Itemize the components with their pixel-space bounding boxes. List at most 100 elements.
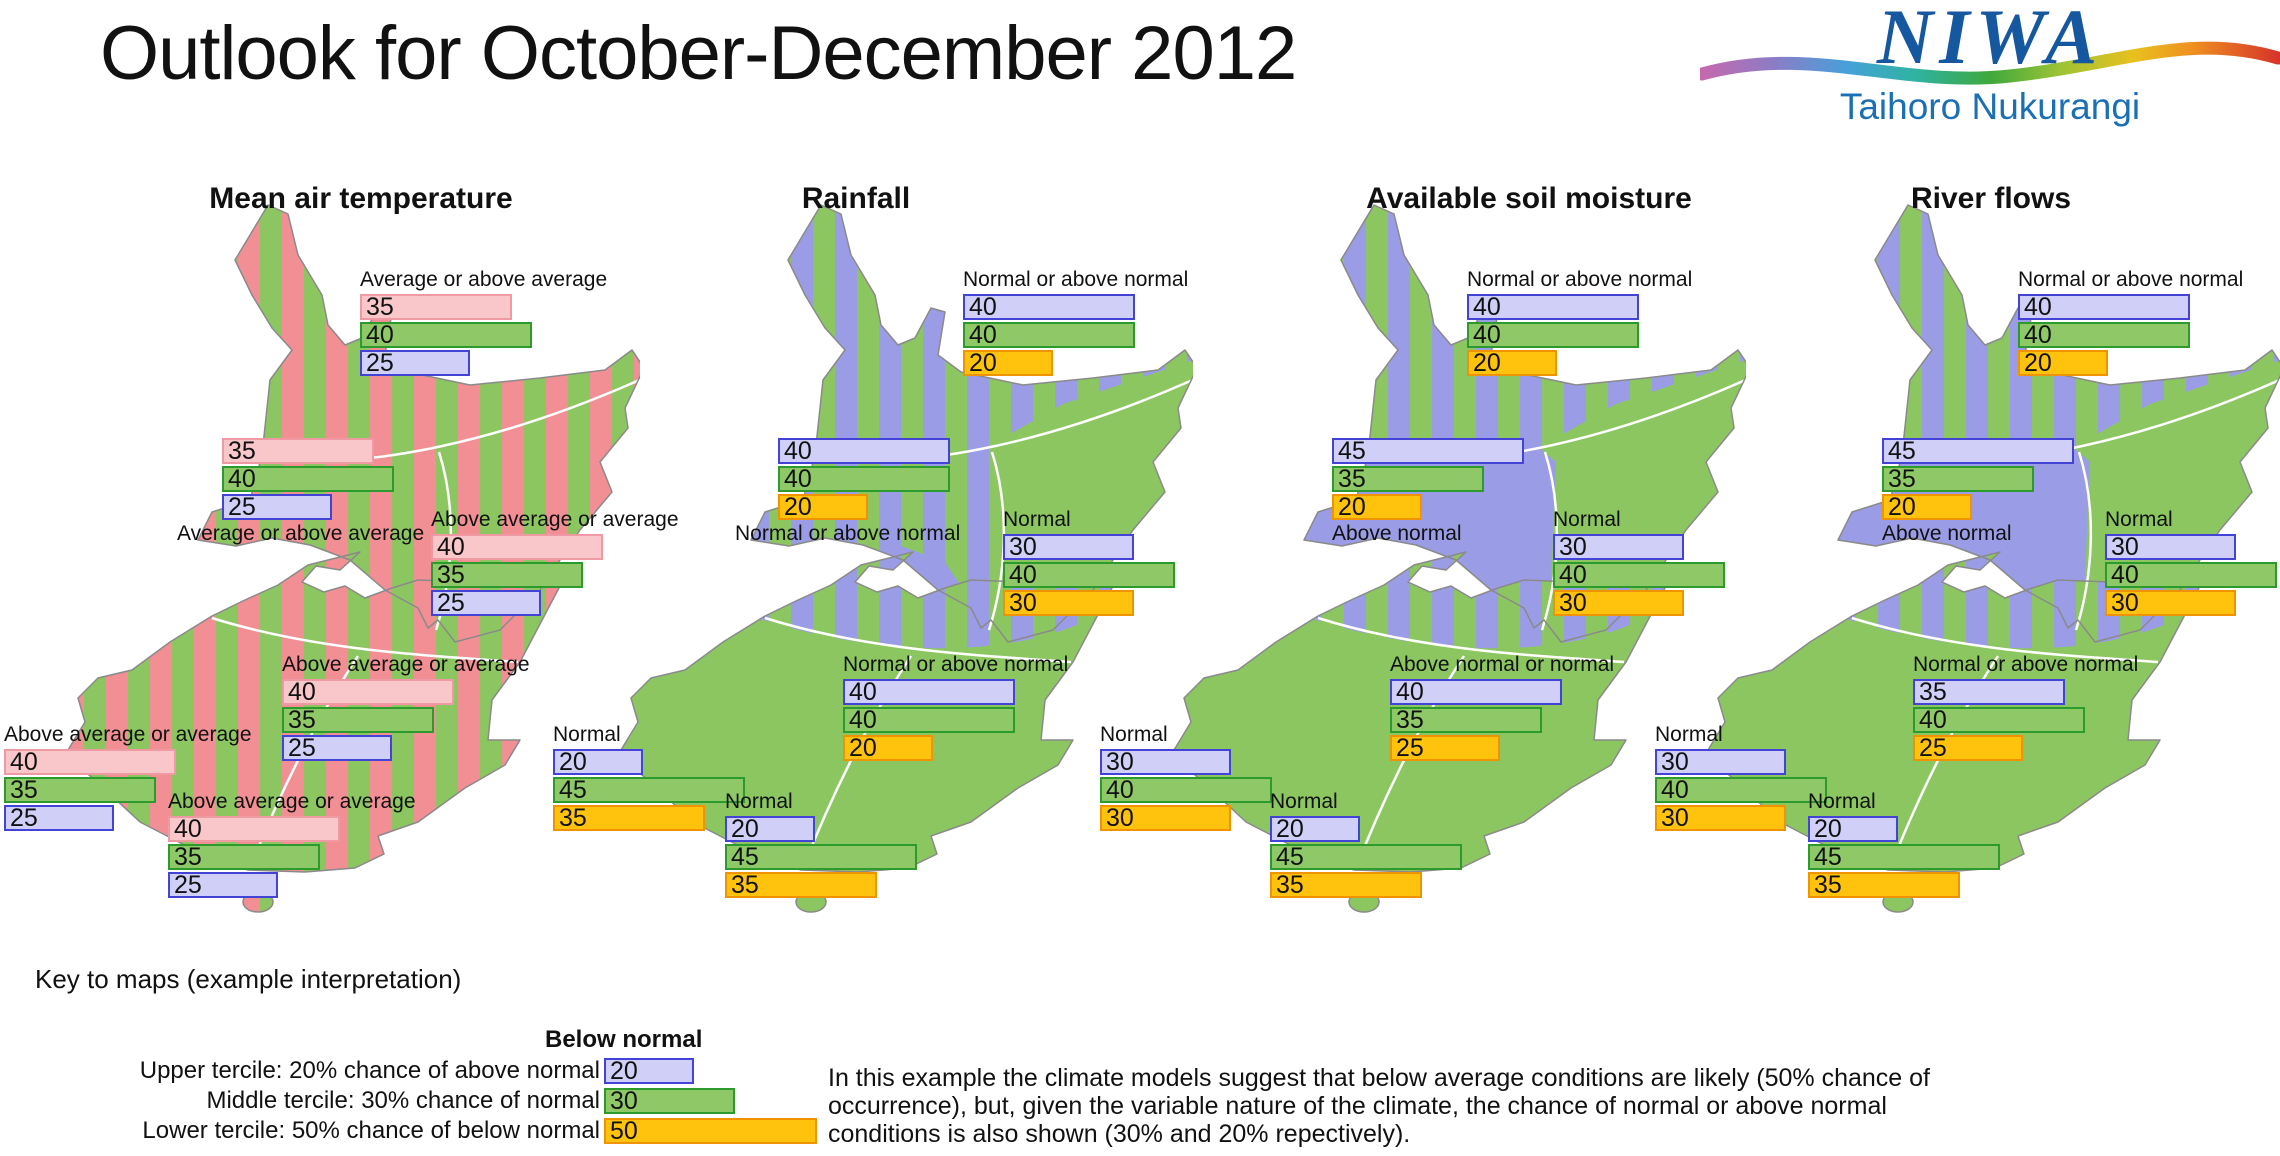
region-label: Normal or above normal bbox=[963, 268, 1189, 291]
prob-bar-upper-tercile: 30 bbox=[1100, 749, 1231, 775]
prob-bar-upper-tercile: 40 bbox=[282, 679, 454, 705]
prob-bar-middle-tercile: 40 bbox=[2018, 322, 2190, 348]
prob-bar-lower-tercile: 20 bbox=[778, 494, 868, 520]
prob-bar-upper-tercile: 40 bbox=[963, 294, 1135, 320]
prob-bar-middle-tercile: 35 bbox=[1390, 707, 1542, 733]
prob-bar-middle-tercile: 40 bbox=[222, 466, 394, 492]
region-label: Normal bbox=[1808, 790, 1876, 813]
region-label: Above normal bbox=[1882, 522, 2012, 545]
prob-bar-lower-tercile: 25 bbox=[282, 735, 392, 761]
prob-bar-lower-tercile: 30 bbox=[1655, 805, 1786, 831]
region-forecast: Normal 30 40 30 bbox=[1003, 508, 1175, 618]
region-label: Average or above average bbox=[177, 522, 425, 545]
prob-bar-middle-tercile: 40 bbox=[1655, 777, 1827, 803]
prob-bar-lower-tercile: 30 bbox=[2105, 590, 2236, 616]
prob-bar-middle-tercile: 45 bbox=[725, 844, 917, 870]
key-row: Middle tercile: 30% chance of normal 30 bbox=[85, 1088, 817, 1116]
key-heading: Key to maps (example interpretation) bbox=[35, 964, 462, 994]
region-label: Above average or average bbox=[168, 790, 416, 813]
key-row-text: Middle tercile: 30% chance of normal bbox=[206, 1087, 600, 1114]
prob-bar-middle-tercile: 40 bbox=[1913, 707, 2085, 733]
prob-bar-upper-tercile: 45 bbox=[1882, 438, 2074, 464]
prob-bar-middle-tercile: 35 bbox=[282, 707, 434, 733]
map-title: Mean air temperature bbox=[209, 182, 513, 215]
prob-bar-lower-tercile: 25 bbox=[360, 350, 470, 376]
region-forecast: Normal 30 40 30 bbox=[1100, 723, 1272, 833]
region-label: Normal or above normal bbox=[2018, 268, 2244, 291]
region-forecast: Above normal or normal 40 35 25 bbox=[1390, 653, 1614, 763]
region-label: Normal bbox=[2105, 508, 2173, 531]
prob-bar-lower-tercile: 30 bbox=[1553, 590, 1684, 616]
prob-bar-middle-tercile: 40 bbox=[1553, 562, 1725, 588]
prob-bar-middle-tercile: 40 bbox=[1003, 562, 1175, 588]
prob-bar-middle-tercile: 45 bbox=[553, 777, 745, 803]
prob-bar-upper-tercile: 40 bbox=[4, 749, 176, 775]
prob-bar-middle-tercile: 40 bbox=[1100, 777, 1272, 803]
region-label: Normal bbox=[1270, 790, 1338, 813]
prob-bar-middle-tercile: 40 bbox=[963, 322, 1135, 348]
prob-bar-middle-tercile: 40 bbox=[360, 322, 532, 348]
niwa-rainbow-wave-icon bbox=[1700, 41, 2280, 85]
niwa-logo: NIWA Taihoro Nukurangi bbox=[1700, 0, 2280, 140]
key-example-title: Below normal bbox=[545, 1026, 703, 1053]
region-forecast: Normal 30 40 30 bbox=[1655, 723, 1827, 833]
key-bar-upper-tercile: 20 bbox=[604, 1058, 694, 1084]
prob-bar-lower-tercile: 25 bbox=[4, 805, 114, 831]
page-title: Outlook for October-December 2012 bbox=[100, 11, 1297, 96]
prob-bar-lower-tercile: 20 bbox=[2018, 350, 2108, 376]
prob-bar-middle-tercile: 35 bbox=[168, 844, 320, 870]
region-forecast: 45 35 20 Above normal bbox=[1332, 438, 1524, 548]
prob-bar-lower-tercile: 25 bbox=[1390, 735, 1500, 761]
region-label: Normal or above normal bbox=[1467, 268, 1693, 291]
map-title: Available soil moisture bbox=[1366, 182, 1692, 215]
prob-bar-lower-tercile: 20 bbox=[1332, 494, 1422, 520]
region-label: Normal or above normal bbox=[735, 522, 961, 545]
region-label: Normal bbox=[1655, 723, 1723, 746]
prob-bar-middle-tercile: 35 bbox=[431, 562, 583, 588]
region-forecast: Above average or average 40 35 25 bbox=[282, 653, 530, 763]
prob-bar-lower-tercile: 20 bbox=[963, 350, 1053, 376]
prob-bar-lower-tercile: 35 bbox=[725, 872, 877, 898]
prob-bar-middle-tercile: 35 bbox=[4, 777, 156, 803]
region-forecast: Above average or average 40 35 25 bbox=[4, 723, 252, 833]
prob-bar-upper-tercile: 40 bbox=[1390, 679, 1562, 705]
prob-bar-middle-tercile: 45 bbox=[1808, 844, 2000, 870]
prob-bar-upper-tercile: 40 bbox=[168, 816, 340, 842]
region-forecast: Normal or above normal 40 40 20 bbox=[963, 268, 1188, 378]
prob-bar-lower-tercile: 20 bbox=[1882, 494, 1972, 520]
region-forecast: Above average or average 40 35 25 bbox=[431, 508, 679, 618]
niwa-brand: NIWA bbox=[1876, 0, 2104, 80]
prob-bar-lower-tercile: 25 bbox=[222, 494, 332, 520]
prob-bar-upper-tercile: 45 bbox=[1332, 438, 1524, 464]
prob-bar-middle-tercile: 45 bbox=[1270, 844, 1462, 870]
prob-bar-middle-tercile: 35 bbox=[1882, 466, 2034, 492]
prob-bar-upper-tercile: 20 bbox=[725, 816, 815, 842]
region-label: Normal bbox=[725, 790, 793, 813]
map-title: River flows bbox=[1910, 182, 2072, 215]
key-note: In this example the climate models sugge… bbox=[828, 1064, 1930, 1148]
prob-bar-upper-tercile: 40 bbox=[778, 438, 950, 464]
region-label: Average or above average bbox=[360, 268, 608, 291]
region-label: Normal bbox=[1553, 508, 1621, 531]
region-forecast: 35 40 25 Average or above average bbox=[177, 438, 424, 548]
region-label: Above normal bbox=[1332, 522, 1462, 545]
prob-bar-lower-tercile: 35 bbox=[553, 805, 705, 831]
prob-bar-lower-tercile: 30 bbox=[1003, 590, 1134, 616]
prob-bar-upper-tercile: 35 bbox=[360, 294, 512, 320]
region-label: Above normal or normal bbox=[1390, 653, 1615, 676]
prob-bar-middle-tercile: 40 bbox=[2105, 562, 2277, 588]
prob-bar-upper-tercile: 20 bbox=[1270, 816, 1360, 842]
prob-bar-middle-tercile: 35 bbox=[1332, 466, 1484, 492]
key-row: Upper tercile: 20% chance of above norma… bbox=[85, 1058, 817, 1086]
key-bar-middle-tercile: 30 bbox=[604, 1088, 735, 1114]
prob-bar-upper-tercile: 20 bbox=[553, 749, 643, 775]
region-label: Above average or average bbox=[431, 508, 679, 531]
prob-bar-upper-tercile: 35 bbox=[1913, 679, 2065, 705]
region-label: Above average or average bbox=[282, 653, 530, 676]
prob-bar-upper-tercile: 30 bbox=[1553, 534, 1684, 560]
region-forecast: Normal 20 45 35 bbox=[725, 790, 917, 900]
prob-bar-lower-tercile: 30 bbox=[1100, 805, 1231, 831]
region-label: Normal bbox=[1003, 508, 1071, 531]
prob-bar-lower-tercile: 25 bbox=[168, 872, 278, 898]
prob-bar-upper-tercile: 40 bbox=[843, 679, 1015, 705]
